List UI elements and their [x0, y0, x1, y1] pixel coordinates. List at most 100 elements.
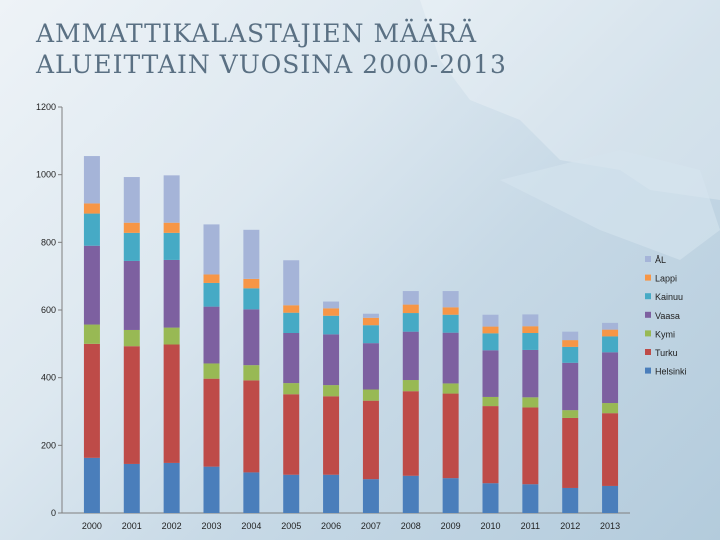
bar-segment [243, 365, 260, 381]
legend-label: Vaasa [655, 311, 680, 321]
bar-segment [562, 410, 579, 418]
x-tick-label: 2011 [521, 521, 540, 531]
legend-label: Kainuu [655, 292, 683, 302]
x-tick-label: 2010 [480, 521, 500, 531]
bar-segment [402, 380, 419, 392]
bar-segment [402, 313, 419, 332]
bar-segment [323, 334, 340, 386]
bar-segment [163, 175, 180, 223]
bar-segment [482, 314, 499, 327]
y-tick-label: 1000 [36, 170, 56, 180]
bar-segment [203, 306, 220, 364]
legend-swatch [645, 274, 651, 281]
bar-segment [402, 304, 419, 314]
bar-segment [163, 462, 180, 513]
bar-segment [243, 288, 260, 310]
bar-segment [203, 363, 220, 379]
legend-label: Helsinki [655, 367, 687, 377]
bar-segment [562, 362, 579, 411]
bar-segment [522, 484, 539, 513]
legend-label: Turku [655, 348, 678, 358]
bar-segment [323, 385, 340, 397]
bar-segment [602, 413, 619, 486]
bar-segment [442, 307, 459, 315]
bar-segment [402, 291, 419, 305]
bar-segment [562, 417, 579, 488]
bar-segment [123, 222, 140, 233]
bar-segment [402, 331, 419, 381]
bar-segment [522, 314, 539, 327]
x-tick-label: 2006 [321, 521, 341, 531]
legend-swatch [645, 293, 651, 300]
bar-segment [482, 350, 499, 397]
y-tick-label: 800 [41, 237, 56, 247]
bar-segment [522, 326, 539, 334]
bar-segment [442, 478, 459, 513]
bar-segment [362, 389, 379, 401]
slide-title: AMMATTIKALASTAJIEN MÄÄRÄ ALUEITTAIN VUOS… [36, 18, 656, 80]
x-tick-label: 2013 [600, 521, 620, 531]
legend-swatch [645, 330, 651, 337]
bar-segment [283, 474, 300, 513]
x-tick-label: 2007 [361, 521, 381, 531]
bar-segment [323, 396, 340, 475]
bar-segment [283, 312, 300, 334]
x-tick-label: 2000 [82, 521, 102, 531]
x-tick-label: 2005 [281, 521, 301, 531]
y-tick-label: 1200 [36, 102, 56, 112]
title-line-1: AMMATTIKALASTAJIEN MÄÄRÄ [36, 19, 478, 48]
bar-segment [123, 260, 140, 330]
x-axis-ticks: 2000 2001 2002 2003 2004 2005 2006 2007 2008 2009… [82, 521, 620, 531]
legend-label: ÅL [655, 255, 666, 265]
chart-bars [83, 156, 619, 513]
bar-segment [442, 393, 459, 479]
chart-legend: ÅL Lappi Kainuu Vaasa Kymi Turku Helsinki [645, 255, 687, 377]
x-tick-label: 2012 [560, 521, 580, 531]
bar-segment [83, 245, 100, 325]
bar-segment [362, 400, 379, 480]
bar-segment [362, 479, 379, 513]
x-tick-label: 2008 [401, 521, 421, 531]
y-tick-label: 200 [41, 440, 56, 450]
bar-segment [482, 483, 499, 513]
bar-segment [362, 325, 379, 344]
bar-segment [203, 378, 220, 467]
bar-segment [283, 305, 300, 313]
chart-axes [61, 107, 630, 514]
bar-segment [203, 282, 220, 307]
legend-label: Kymi [655, 329, 675, 339]
bar-segment [323, 315, 340, 335]
bar-segment [83, 324, 100, 344]
bar-segment [323, 301, 340, 309]
bar-segment [283, 333, 300, 384]
bar-segment [522, 407, 539, 485]
bar-segment [562, 346, 579, 363]
bar-segment [123, 177, 140, 223]
bar-segment [522, 397, 539, 408]
bar-segment [83, 203, 100, 214]
bar-segment [522, 349, 539, 398]
bar-segment [163, 344, 180, 463]
bar-segment [123, 329, 140, 347]
bar-segment [83, 457, 100, 513]
bar-segment [602, 485, 619, 513]
x-tick-label: 2004 [241, 521, 261, 531]
bar-segment [602, 352, 619, 404]
bar-segment [442, 291, 459, 308]
bar-segment [123, 232, 140, 261]
bar-segment [243, 229, 260, 279]
bar-segment [283, 383, 300, 395]
x-tick-label: 2009 [441, 521, 461, 531]
bar-segment [243, 309, 260, 366]
bar-segment [442, 383, 459, 394]
bar-segment [562, 331, 579, 341]
bar-segment [243, 278, 260, 289]
bar-segment [83, 156, 100, 204]
legend-swatch [645, 367, 651, 374]
bar-segment [163, 222, 180, 233]
bar-segment [482, 406, 499, 484]
y-tick-label: 600 [41, 305, 56, 315]
y-tick-label: 0 [51, 508, 56, 518]
